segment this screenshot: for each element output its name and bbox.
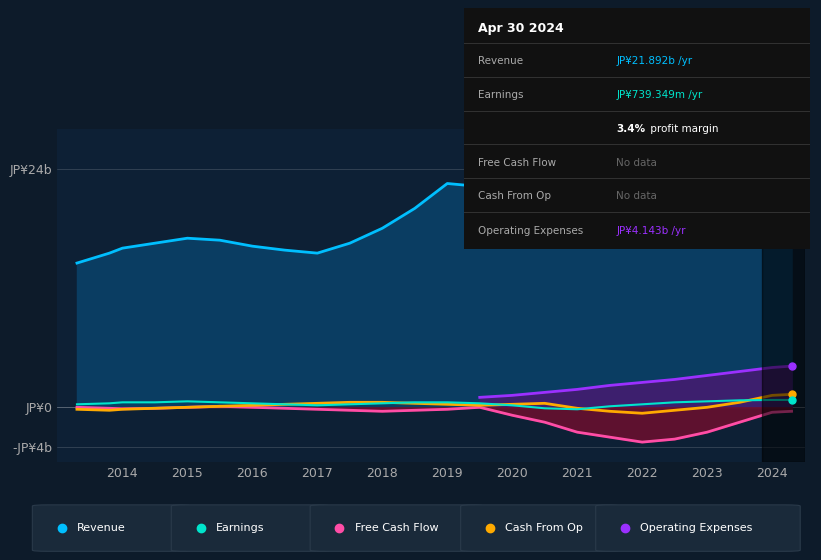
FancyBboxPatch shape [172,505,329,551]
Text: profit margin: profit margin [647,124,718,134]
Bar [763,129,805,462]
Text: 3.4%: 3.4% [617,124,645,134]
FancyBboxPatch shape [596,505,800,551]
Text: Free Cash Flow: Free Cash Flow [355,523,438,533]
Text: Apr 30 2024: Apr 30 2024 [478,22,563,35]
FancyBboxPatch shape [32,505,190,551]
FancyBboxPatch shape [310,505,484,551]
Text: No data: No data [617,191,657,201]
FancyBboxPatch shape [461,505,619,551]
Text: Earnings: Earnings [216,523,264,533]
Text: Cash From Op: Cash From Op [478,191,551,201]
Text: Free Cash Flow: Free Cash Flow [478,157,556,167]
Text: Revenue: Revenue [478,57,523,67]
Text: No data: No data [617,157,657,167]
Text: JP¥739.349m /yr: JP¥739.349m /yr [617,90,703,100]
Text: JP¥21.892b /yr: JP¥21.892b /yr [617,57,692,67]
Text: Operating Expenses: Operating Expenses [478,226,583,236]
Text: Revenue: Revenue [77,523,126,533]
Text: Earnings: Earnings [478,90,523,100]
Text: Cash From Op: Cash From Op [506,523,583,533]
Text: JP¥4.143b /yr: JP¥4.143b /yr [617,226,686,236]
Text: Operating Expenses: Operating Expenses [640,523,753,533]
